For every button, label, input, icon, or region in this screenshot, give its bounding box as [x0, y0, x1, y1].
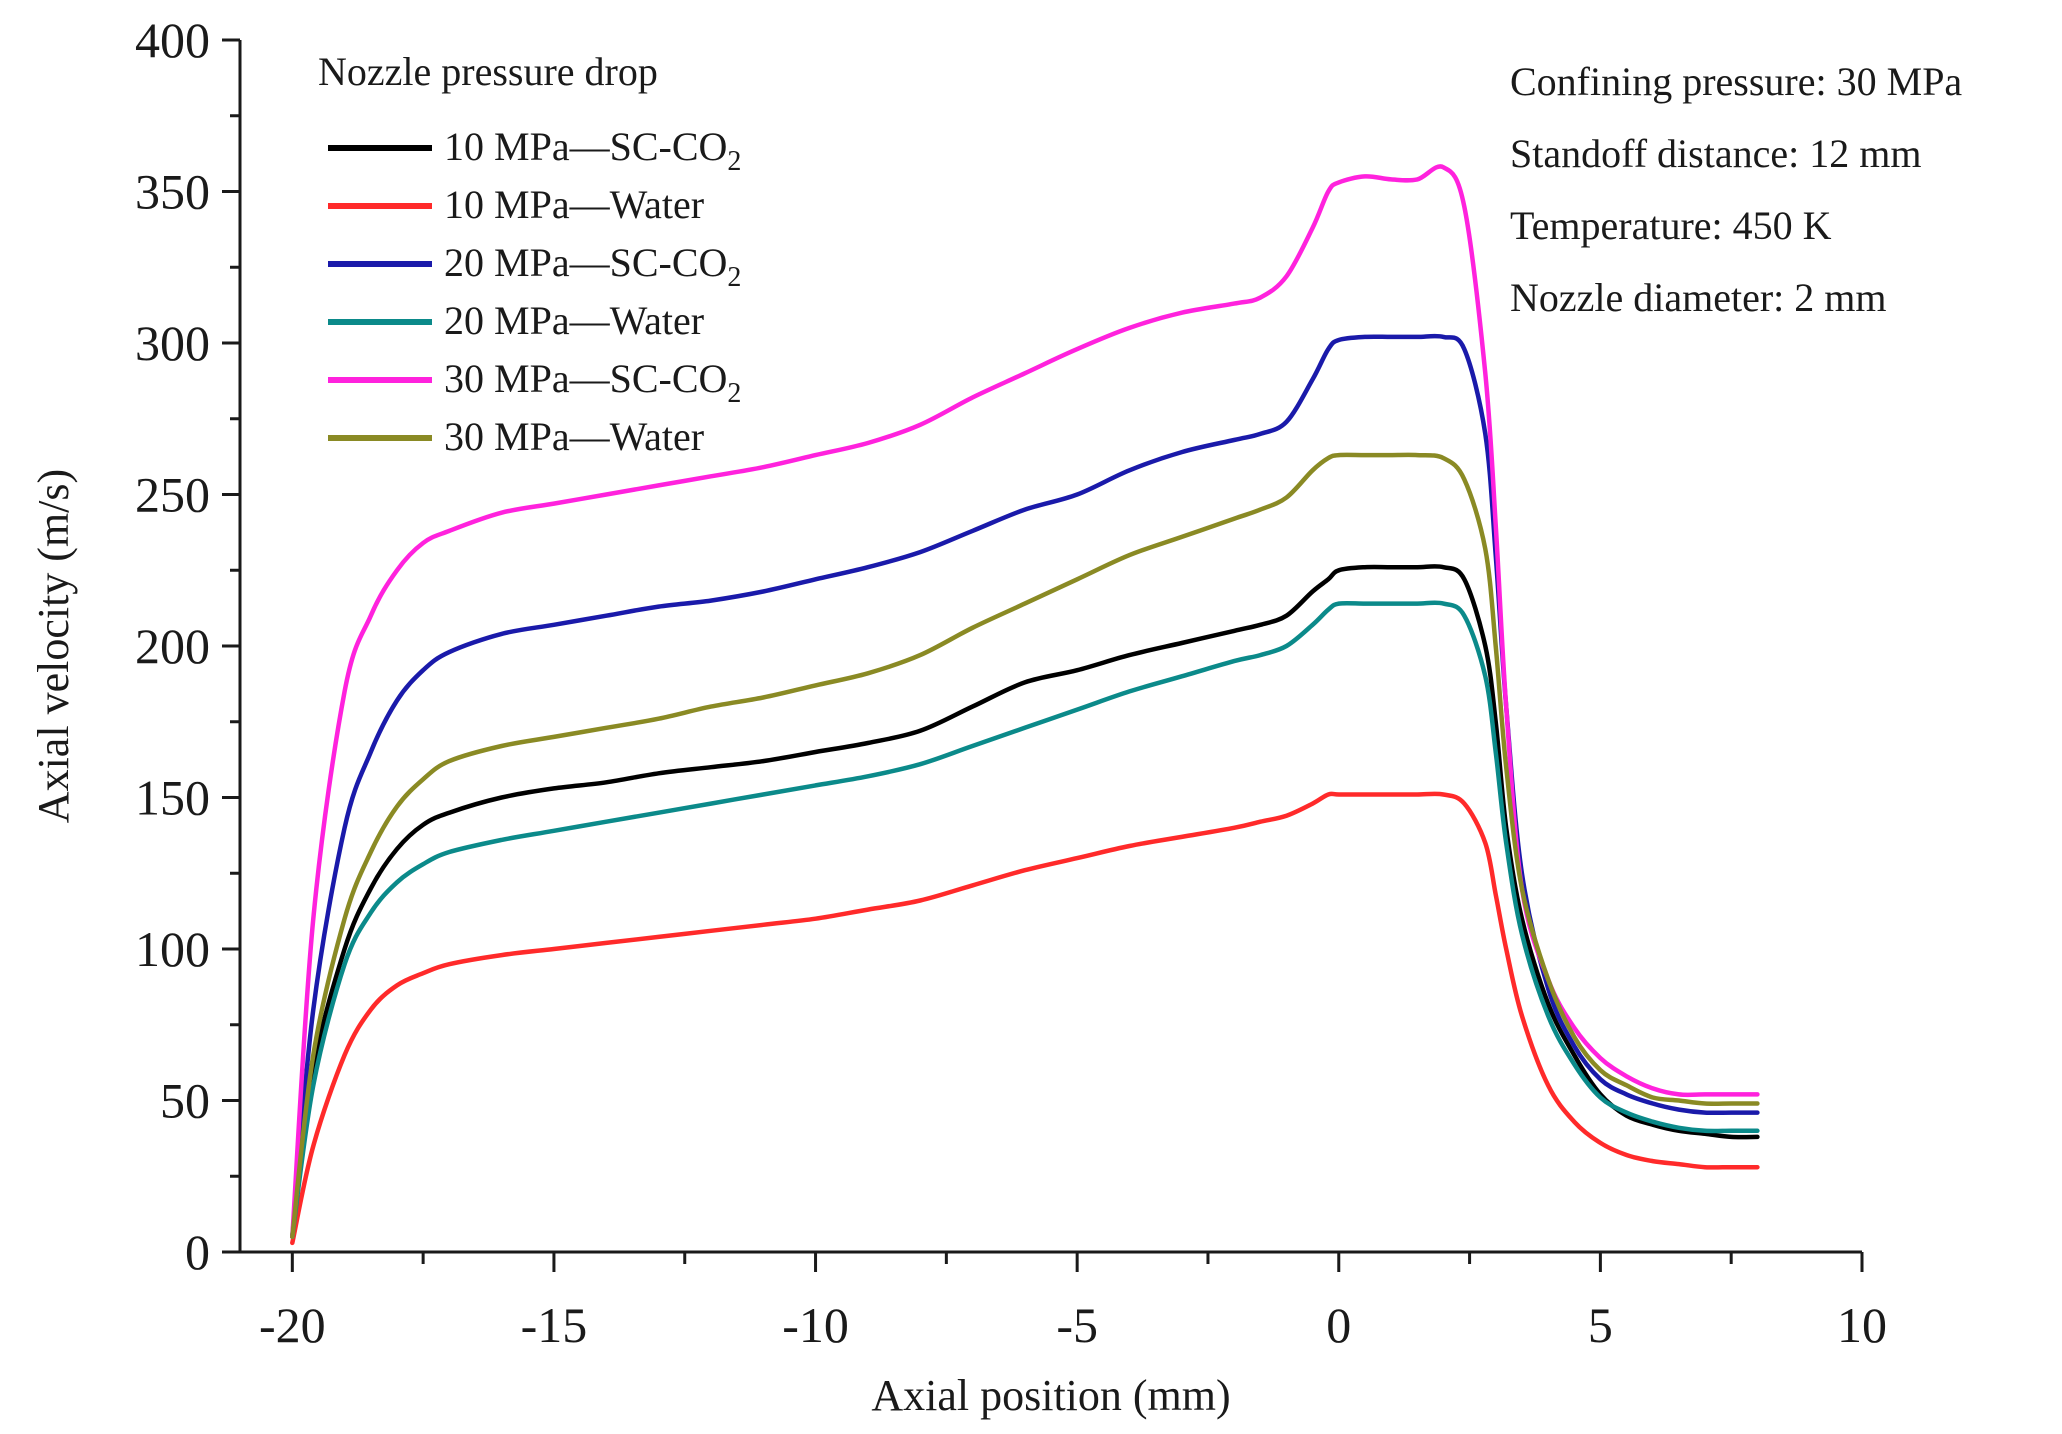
x-tick-label: 0	[1326, 1297, 1351, 1353]
x-tick-label: -10	[782, 1297, 849, 1353]
y-tick-label: 350	[135, 164, 210, 220]
annotation-temperature: Temperature: 450 K	[1510, 203, 1832, 248]
y-tick-label: 100	[135, 921, 210, 977]
annotation-standoff-distance: Standoff distance: 12 mm	[1510, 131, 1921, 176]
series-lines	[290, 164, 1760, 1246]
series-line-2	[290, 791, 1760, 1246]
y-tick-label: 300	[135, 315, 210, 371]
x-ticks: -20 -15 -10 -5 0 5 10	[259, 1252, 1887, 1353]
y-axis-title: Axial velocity (m/s)	[29, 469, 78, 823]
x-tick-label: 10	[1837, 1297, 1887, 1353]
x-tick-label: -15	[521, 1297, 588, 1353]
x-axis-title: Axial position (mm)	[871, 1371, 1230, 1420]
y-tick-label: 200	[135, 618, 210, 674]
legend-label-4: 20 MPa—Water	[444, 298, 704, 343]
legend-label-3: 20 MPa—SC-CO2	[444, 240, 741, 293]
y-tick-label: 150	[135, 770, 210, 826]
legend: Nozzle pressure drop 10 MPa—SC-CO2 10 MPa…	[318, 49, 741, 459]
series-line-1	[290, 564, 1760, 1240]
annotation-confining-pressure: Confining pressure: 30 MPa	[1510, 59, 1962, 104]
x-tick-label: -5	[1056, 1297, 1098, 1353]
legend-label-6: 30 MPa—Water	[444, 414, 704, 459]
y-tick-label: 250	[135, 467, 210, 523]
series-line-6	[290, 452, 1760, 1240]
condition-annotations: Confining pressure: 30 MPa Standoff dist…	[1510, 59, 1962, 320]
x-tick-label: -20	[259, 1297, 326, 1353]
series-line-4	[290, 600, 1760, 1240]
legend-label-1: 10 MPa—SC-CO2	[444, 124, 741, 177]
y-ticks: 0 50 100 150 200 250 300 350 400	[135, 12, 240, 1280]
y-tick-label: 400	[135, 12, 210, 68]
x-tick-label: 5	[1588, 1297, 1613, 1353]
annotation-nozzle-diameter: Nozzle diameter: 2 mm	[1510, 275, 1887, 320]
legend-title: Nozzle pressure drop	[318, 49, 658, 94]
legend-label-5: 30 MPa—SC-CO2	[444, 356, 741, 409]
legend-label-2: 10 MPa—Water	[444, 182, 704, 227]
y-tick-label: 0	[185, 1224, 210, 1280]
y-tick-label: 50	[160, 1073, 210, 1129]
series-line-3	[290, 333, 1760, 1240]
